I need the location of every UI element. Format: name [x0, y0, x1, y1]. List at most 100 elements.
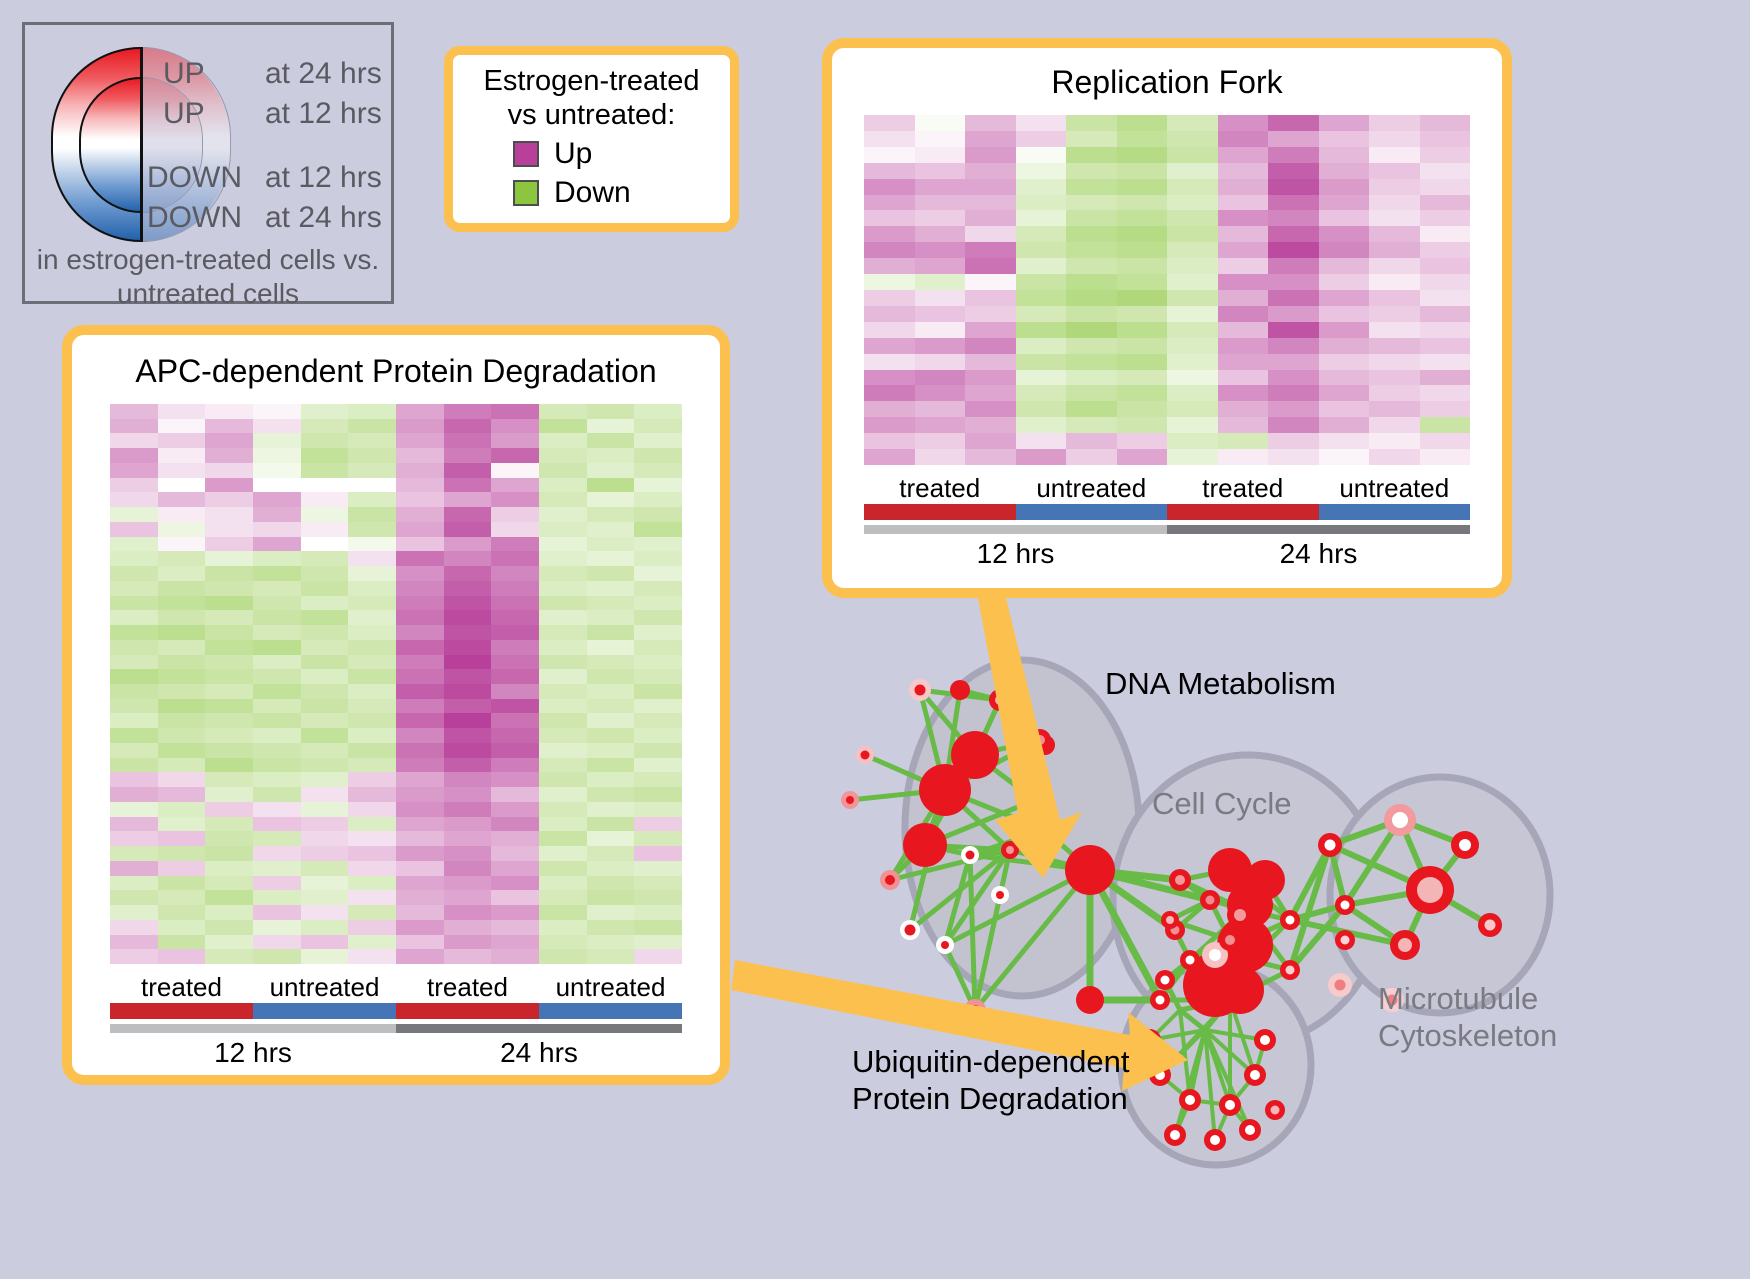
- heatmap-cell: [348, 890, 396, 906]
- heatmap-cell: [396, 801, 444, 817]
- heatmap-cell: [348, 507, 396, 522]
- heatmap-cell: [539, 448, 587, 463]
- heatmap-cell: [1268, 353, 1319, 370]
- heatmap-cell: [205, 566, 253, 581]
- apc-group-label-2: treated: [427, 972, 508, 1002]
- heatmap-cell: [205, 625, 253, 640]
- heatmap-cell: [864, 210, 915, 227]
- heatmap-cell: [864, 258, 915, 275]
- heatmap-cell: [253, 521, 301, 537]
- replication-fork-title: Replication Fork: [1051, 64, 1283, 100]
- heatmap-cell: [1318, 449, 1369, 465]
- heatmap-cell: [1268, 146, 1319, 163]
- heatmap-cell: [491, 846, 539, 861]
- heatmap-cell: [396, 742, 444, 758]
- heatmap-cell: [1116, 115, 1167, 131]
- heatmap-cell: [253, 551, 301, 567]
- heatmap-cell: [110, 669, 158, 684]
- heatmap-cell: [1369, 290, 1420, 306]
- heatmap-cell: [539, 521, 587, 537]
- heatmap-cell: [300, 610, 349, 626]
- heatmap-cell: [1015, 242, 1066, 259]
- heatmap-cell: [1419, 130, 1470, 147]
- heatmap-cell: [253, 787, 301, 802]
- heatmap-cell: [1268, 210, 1319, 227]
- panel-replication-fork: Replication Fork treated untreated treat…: [822, 38, 1512, 598]
- heatmap-cell: [586, 801, 635, 817]
- heatmap-cell: [914, 401, 965, 418]
- heatmap-cell: [157, 772, 206, 788]
- heatmap-cell: [1167, 258, 1218, 275]
- heatmap-cell: [634, 448, 682, 463]
- heatmap-cell: [1116, 194, 1167, 211]
- heatmap-cell: [253, 507, 301, 522]
- heatmap-cell: [396, 610, 444, 626]
- heatmap-cell: [348, 787, 396, 802]
- heatmap-cell: [539, 669, 587, 684]
- heatmap-cell: [914, 226, 965, 243]
- heatmap-cell: [914, 449, 965, 465]
- heatmap-cell: [443, 919, 492, 935]
- heatmap-cell: [300, 816, 349, 832]
- heatmap-cell: [1167, 385, 1218, 402]
- heatmap-cell: [586, 772, 635, 788]
- heatmap-cell: [539, 890, 587, 906]
- heatmap-cell: [1217, 401, 1268, 418]
- heatmap-cell: [157, 418, 206, 434]
- heatmap-cell: [1419, 290, 1470, 306]
- heatmap-cell: [396, 772, 444, 788]
- heatmap-cell: [491, 742, 539, 758]
- heatmap-cell: [586, 507, 635, 522]
- heatmap-cell: [1369, 337, 1420, 354]
- heatmap-cell: [396, 757, 444, 773]
- heatmap-cell: [300, 949, 349, 964]
- heatmap-cell: [396, 448, 444, 463]
- heatmap-cell: [110, 433, 158, 449]
- heatmap-cell: [539, 551, 587, 567]
- group-bar-segment-untreated: [253, 1003, 396, 1019]
- heatmap-cell: [157, 507, 206, 522]
- heatmap-cell: [157, 698, 206, 714]
- heatmap-cell: [348, 919, 396, 935]
- heatmap-cell: [300, 507, 349, 522]
- heatmap-cell: [586, 684, 635, 699]
- heatmap-cell: [1066, 449, 1117, 465]
- group-bar-segment-treated: [864, 504, 1016, 520]
- heatmap-cell: [443, 580, 492, 596]
- heatmap-cell: [634, 433, 682, 449]
- heatmap-cell: [348, 669, 396, 684]
- heatmap-cell: [1419, 258, 1470, 275]
- heatmap-cell: [864, 242, 915, 259]
- heatmap-cell: [1116, 130, 1167, 147]
- heatmap-cell: [1268, 417, 1319, 434]
- heatmap-cell: [539, 477, 587, 493]
- heatmap-cell: [634, 536, 682, 552]
- heatmap-cell: [539, 595, 587, 611]
- heatmap-cell: [1217, 337, 1268, 354]
- heatmap-cell: [1217, 385, 1268, 402]
- heatmap-cell: [864, 433, 915, 450]
- heatmap-cell: [1217, 417, 1268, 434]
- heatmap-cell: [348, 757, 396, 773]
- heatmap-cell: [443, 462, 492, 478]
- legend-value-up-24: at 24 hrs: [265, 57, 382, 90]
- heatmap-cell: [110, 418, 158, 434]
- heatmap-cell: [1268, 258, 1319, 275]
- heatmap-cell: [110, 639, 158, 655]
- apc-group-label-0: treated: [141, 972, 222, 1002]
- heatmap-cell: [1167, 401, 1218, 418]
- heatmap-cell: [1268, 337, 1319, 354]
- heatmap-cell: [1167, 449, 1218, 465]
- heatmap-cell: [110, 875, 158, 891]
- heatmap-cell: [539, 404, 587, 419]
- down-label: Down: [554, 176, 631, 210]
- heatmap-cell: [1116, 401, 1167, 418]
- heatmap-cell: [1066, 337, 1117, 354]
- heatmap-cell: [1419, 305, 1470, 322]
- heatmap-cell: [491, 860, 539, 876]
- heatmap-cell: [443, 905, 492, 920]
- heatmap-cell: [443, 890, 492, 906]
- heatmap-cell: [157, 669, 206, 684]
- heatmap-cell: [1419, 274, 1470, 290]
- heatmap-cell: [443, 654, 492, 670]
